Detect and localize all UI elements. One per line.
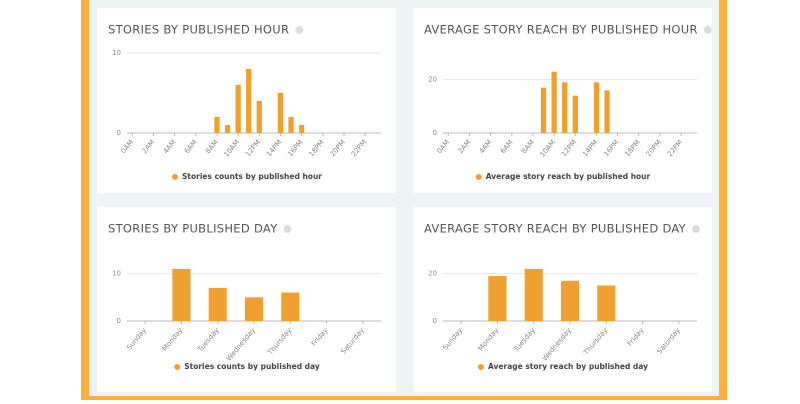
- y-tick-label: 10: [112, 49, 121, 57]
- info-icon: [692, 225, 701, 233]
- legend-label: Stories counts by published day: [184, 362, 320, 371]
- bar: [256, 101, 262, 133]
- legend-swatch: [174, 364, 181, 370]
- bar: [298, 125, 305, 133]
- panel-title: AVERAGE STORY REACH BY PUBLISHED HOUR: [424, 23, 698, 37]
- bar: [214, 117, 220, 133]
- bar: [172, 268, 191, 321]
- panel-title: STORIES BY PUBLISHED HOUR: [108, 23, 289, 37]
- legend-label: Average story reach by published hour: [486, 172, 651, 181]
- bar: [246, 69, 252, 133]
- y-tick-label: 20: [428, 76, 437, 84]
- legend-label: Average story reach by published day: [488, 362, 648, 371]
- bar: [224, 125, 231, 133]
- y-tick-label: 0: [117, 129, 121, 137]
- info-icon: [703, 26, 712, 34]
- bar: [277, 93, 284, 133]
- bar: [572, 95, 578, 133]
- bar: [524, 268, 543, 321]
- info-icon: [295, 26, 304, 34]
- legend-label: Stories counts by published hour: [182, 172, 322, 181]
- bar: [281, 292, 300, 321]
- bar: [604, 90, 610, 133]
- bar: [288, 117, 294, 133]
- y-tick-label: 10: [112, 270, 121, 278]
- bar: [562, 82, 568, 133]
- legend-swatch: [477, 364, 484, 370]
- bar: [235, 85, 241, 133]
- panel-title: STORIES BY PUBLISHED DAY: [108, 222, 278, 236]
- bar: [551, 71, 557, 133]
- info-icon: [283, 225, 292, 233]
- bar: [597, 285, 616, 321]
- bar: [593, 82, 600, 133]
- y-tick-label: 0: [433, 129, 437, 137]
- y-tick-label: 0: [433, 317, 437, 325]
- y-tick-label: 20: [428, 270, 437, 278]
- y-tick-label: 0: [117, 317, 121, 325]
- bar: [244, 297, 264, 321]
- panel-title: AVERAGE STORY REACH BY PUBLISHED DAY: [424, 222, 687, 236]
- bar: [560, 280, 580, 321]
- legend-swatch: [475, 174, 482, 180]
- bar: [488, 276, 507, 321]
- bar: [540, 87, 547, 133]
- legend-swatch: [172, 174, 178, 180]
- bar: [208, 287, 227, 321]
